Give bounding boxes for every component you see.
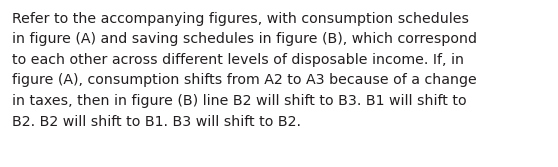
Text: Refer to the accompanying figures, with consumption schedules
in figure (A) and : Refer to the accompanying figures, with … bbox=[12, 12, 477, 129]
